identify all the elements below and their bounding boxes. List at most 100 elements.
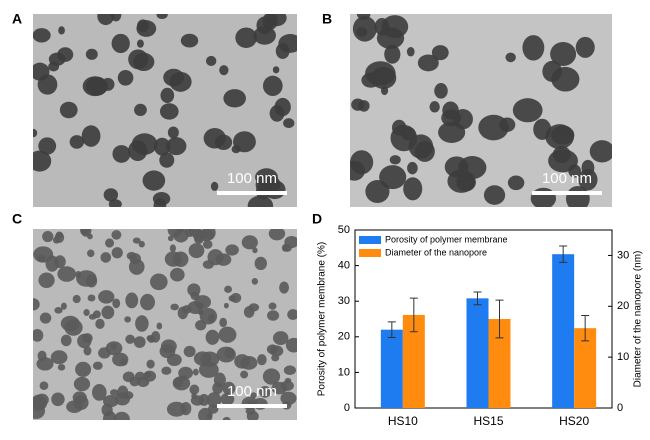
particle xyxy=(159,152,175,168)
particle xyxy=(58,26,65,35)
panel-label: D xyxy=(312,211,322,227)
panel-label: C xyxy=(12,211,22,227)
particle xyxy=(206,392,222,408)
particle xyxy=(530,187,557,207)
particle xyxy=(272,331,289,346)
particle xyxy=(406,46,415,57)
particle xyxy=(87,294,96,302)
particle xyxy=(198,393,210,406)
particle xyxy=(253,26,276,45)
particle xyxy=(202,229,216,241)
particle xyxy=(262,75,283,97)
particle xyxy=(458,155,487,180)
particle xyxy=(379,165,407,190)
particle xyxy=(131,133,158,155)
y-tick-label: 20 xyxy=(338,331,350,343)
particle xyxy=(218,326,237,343)
particle xyxy=(254,256,267,271)
particle xyxy=(550,42,577,67)
particle xyxy=(542,60,562,82)
bar xyxy=(488,319,511,408)
particle xyxy=(177,229,184,233)
particle xyxy=(135,315,149,332)
particle xyxy=(142,170,166,191)
error-bar xyxy=(387,321,396,339)
tem-image: 100 nm xyxy=(350,14,612,207)
particle xyxy=(269,345,284,357)
particle xyxy=(170,267,185,282)
panel-label: A xyxy=(12,11,22,27)
particle xyxy=(268,302,277,310)
particle xyxy=(33,329,44,342)
particle xyxy=(188,243,205,259)
particle xyxy=(283,244,292,252)
particle xyxy=(81,125,101,147)
particle xyxy=(112,298,121,309)
particle xyxy=(137,377,150,388)
particle xyxy=(202,239,213,249)
error-bar xyxy=(581,314,590,342)
particle xyxy=(159,103,179,120)
particle xyxy=(126,251,137,260)
particle xyxy=(87,233,93,240)
particle xyxy=(128,258,145,275)
particle xyxy=(166,137,187,156)
bar xyxy=(402,314,425,408)
particle xyxy=(241,235,258,250)
particle xyxy=(134,103,147,117)
legend-swatch xyxy=(359,236,381,244)
particle xyxy=(57,266,77,282)
particle xyxy=(225,244,239,256)
particle xyxy=(233,131,256,153)
particle xyxy=(73,376,91,392)
particle xyxy=(551,125,575,145)
particle xyxy=(85,48,98,60)
particle xyxy=(245,407,256,416)
bar xyxy=(466,298,489,408)
particle xyxy=(147,335,156,343)
particle xyxy=(210,181,219,191)
particle xyxy=(220,392,235,406)
particle xyxy=(356,14,371,20)
particle xyxy=(499,117,516,132)
particle xyxy=(112,145,131,163)
particle xyxy=(262,14,278,30)
particle xyxy=(280,391,297,405)
particle xyxy=(272,66,280,74)
particle xyxy=(92,361,103,370)
particle xyxy=(180,33,199,48)
particle xyxy=(262,368,281,385)
y2-tick-label: 10 xyxy=(617,351,629,363)
particle xyxy=(434,83,448,99)
particle xyxy=(136,39,144,48)
y-tick-label: 30 xyxy=(338,295,350,307)
particle xyxy=(198,361,219,378)
particle xyxy=(110,389,119,396)
particle xyxy=(100,252,112,263)
particle xyxy=(384,44,401,64)
particle xyxy=(483,185,506,205)
particle xyxy=(137,19,149,33)
particle xyxy=(146,359,155,369)
particle xyxy=(170,303,179,311)
particle xyxy=(156,322,163,330)
particle xyxy=(374,18,390,36)
particle xyxy=(57,364,66,371)
error-bar xyxy=(559,245,568,263)
y2-tick-label: 0 xyxy=(617,402,623,414)
particle xyxy=(117,69,134,86)
particle xyxy=(169,244,177,253)
particle xyxy=(255,168,278,186)
particle xyxy=(38,137,57,155)
particle xyxy=(442,101,459,120)
particle xyxy=(60,302,67,310)
particle xyxy=(73,395,89,411)
particle xyxy=(548,149,578,173)
particle xyxy=(54,307,63,314)
particle xyxy=(283,365,297,376)
particle xyxy=(199,307,218,325)
particle xyxy=(160,87,175,103)
particle xyxy=(285,337,297,353)
particle xyxy=(248,303,260,312)
